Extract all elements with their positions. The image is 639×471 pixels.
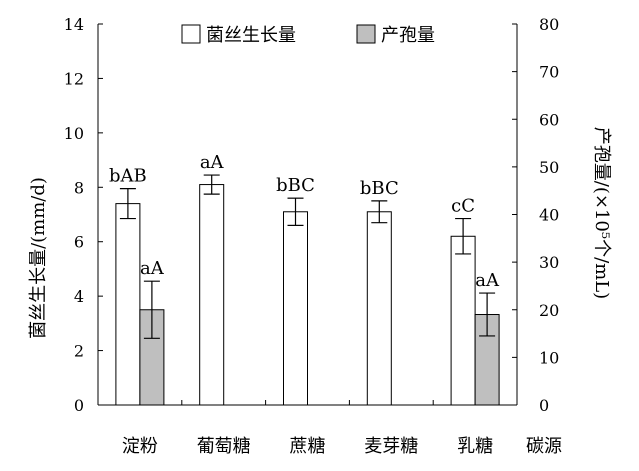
y-tick-right-label: 70 — [539, 63, 559, 82]
bar-mycelial-growth — [283, 211, 308, 406]
legend-item-sporulation-label: 产孢量 — [381, 25, 435, 46]
x-tick-label: 蔗糖 — [290, 436, 326, 457]
y-tick-left-label: 4 — [74, 287, 84, 306]
y-axis-title-right: 产孢量/(×10⁵个/mL) — [591, 127, 612, 299]
significance-label: bBC — [276, 175, 315, 196]
y-tick-left-label: 14 — [64, 15, 84, 34]
y-tick-right-label: 30 — [539, 253, 559, 272]
x-tick-label: 麦芽糖 — [364, 436, 418, 457]
significance-label: cC — [451, 196, 475, 217]
legend: 菌丝生长量 产孢量 — [181, 24, 435, 46]
y-tick-left-label: 2 — [74, 342, 84, 361]
y-tick-right-label: 50 — [539, 158, 559, 177]
y-tick-left-label: 6 — [74, 233, 84, 252]
axes-group: 0 2 4 6 8 10 12 14 0 10 20 30 40 50 60 70 80 淀粉 葡萄糖 蔗糖 麦芽糖 乳糖 — [64, 15, 560, 457]
bar-mycelial-growth — [450, 235, 476, 406]
y-tick-left-label: 8 — [74, 178, 84, 197]
significance-label: bBC — [360, 178, 399, 199]
y-tick-right-label: 20 — [539, 301, 559, 320]
significance-label: aA — [140, 258, 165, 279]
significance-label: aA — [200, 152, 225, 173]
significance-label: bAB — [109, 166, 147, 187]
legend-item-mycelial-growth-label: 菌丝生长量 — [206, 25, 296, 46]
labels-group: bAB aA bBC bBC cC aA aA — [109, 152, 500, 291]
y-axis-title-left: 菌丝生长量/(mm/d) — [28, 177, 49, 339]
y-tick-right-label: 40 — [539, 206, 559, 225]
bars-group — [115, 174, 500, 406]
y-tick-left-label: 12 — [64, 69, 84, 88]
y-tick-left-label: 10 — [64, 124, 84, 143]
legend-item-sporulation-swatch — [356, 24, 376, 44]
y-tick-right-label: 10 — [539, 348, 559, 367]
x-tick-label: 淀粉 — [122, 436, 158, 457]
x-tick-label: 葡萄糖 — [197, 436, 251, 457]
x-tick-label: 乳糖 — [457, 436, 493, 457]
bar-mycelial-growth — [366, 211, 392, 406]
bar-mycelial-growth — [199, 184, 225, 406]
legend-item-mycelial-growth-swatch — [181, 24, 201, 44]
significance-label: aA — [475, 270, 500, 291]
y-tick-right-label: 60 — [539, 110, 559, 129]
x-axis-title: 碳源 — [526, 436, 562, 457]
bar-mycelial-growth — [115, 203, 141, 406]
y-tick-right-label: 0 — [539, 396, 549, 415]
y-tick-right-label: 80 — [539, 15, 559, 34]
y-tick-left-label: 0 — [74, 396, 84, 415]
